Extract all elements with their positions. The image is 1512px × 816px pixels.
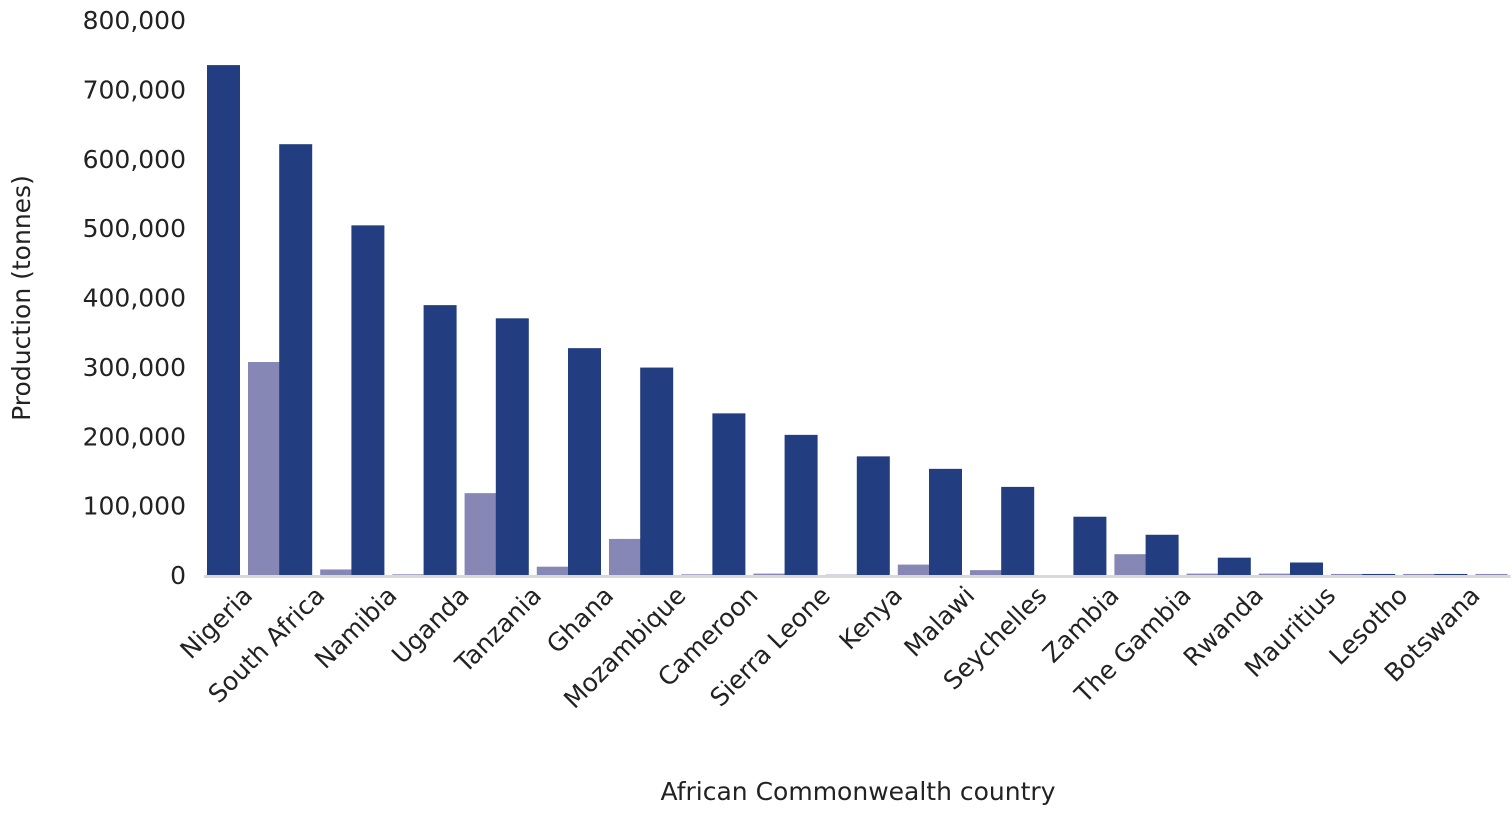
bar-series1	[424, 305, 457, 575]
y-tick-label: 300,000	[83, 353, 186, 382]
bar-series1	[207, 65, 240, 575]
y-tick-label: 600,000	[83, 145, 186, 174]
y-axis-ticks: 0 100,000 200,000 300,000 400,000 500,000 600,…	[83, 6, 186, 590]
y-tick-label: 200,000	[83, 422, 186, 451]
bar-series2	[753, 574, 785, 575]
bar-series2	[465, 493, 497, 575]
bar-series2	[1475, 574, 1507, 575]
y-tick-label: 0	[170, 561, 186, 590]
bars	[207, 65, 1507, 575]
bar-series1	[857, 456, 890, 575]
y-tick-label: 800,000	[83, 6, 186, 35]
bar-series1	[496, 318, 529, 575]
bar-series2	[392, 574, 424, 575]
bar-series2	[248, 362, 280, 575]
bar-series1	[1146, 535, 1179, 575]
bar-series2	[1331, 574, 1363, 575]
y-tick-label: 500,000	[83, 214, 186, 243]
bar-series1	[1073, 517, 1106, 575]
bar-series1	[1434, 574, 1467, 575]
bar-series1	[929, 469, 962, 575]
bar-series1	[1001, 487, 1034, 575]
bar-series2	[1259, 574, 1291, 575]
bar-series2	[898, 565, 930, 575]
bar-series1	[640, 368, 673, 575]
bar-series1	[785, 435, 818, 575]
bar-series1	[712, 413, 745, 575]
bar-series2	[1187, 574, 1219, 575]
y-tick-label: 700,000	[83, 75, 186, 104]
bar-series1	[1290, 563, 1323, 575]
bar-series1	[279, 144, 312, 575]
bar-series1	[351, 225, 384, 575]
bar-series2	[609, 539, 641, 575]
x-tick-label: Kenya	[833, 581, 908, 656]
bar-series2	[681, 574, 713, 575]
y-tick-label: 400,000	[83, 284, 186, 313]
y-axis-title: Production (tonnes)	[7, 175, 36, 421]
x-axis-title: African Commonwealth country	[661, 777, 1056, 806]
bar-series1	[1362, 574, 1395, 575]
bar-series2	[970, 570, 1002, 575]
bar-series1	[568, 348, 601, 575]
bar-series2	[1403, 574, 1435, 575]
y-tick-label: 100,000	[83, 492, 186, 521]
bar-series2	[1114, 554, 1146, 575]
bar-series2	[320, 569, 352, 575]
bar-series2	[537, 567, 569, 575]
bar-series1	[1218, 558, 1251, 575]
